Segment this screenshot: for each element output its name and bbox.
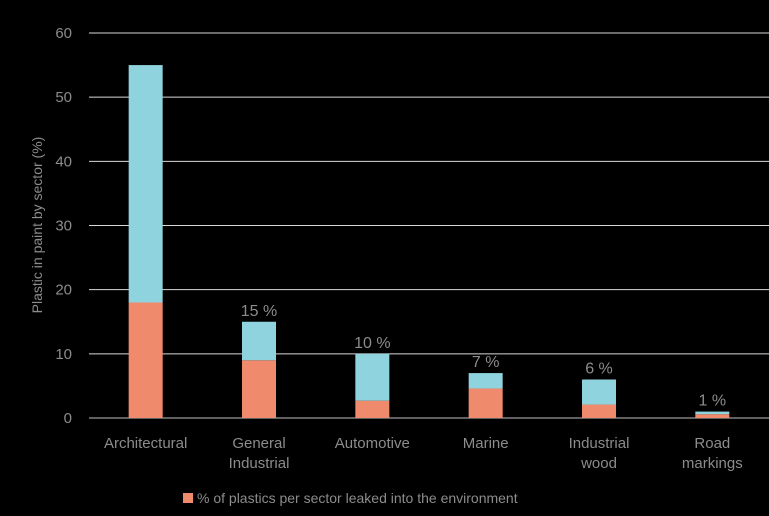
data-label: 1 % [699, 393, 727, 410]
bar-segment-leaked [128, 302, 163, 418]
y-tick-label: 40 [55, 153, 72, 170]
bars [128, 65, 730, 418]
bar-segment-remaining [582, 379, 616, 405]
data-label: 7 % [472, 354, 500, 371]
category-label: General Industrial [229, 435, 290, 472]
category-label-line: Architectural [104, 435, 187, 452]
bar-segment-leaked [468, 388, 503, 418]
category-label-line: Industrial [229, 455, 290, 472]
category-label: Marine [463, 435, 509, 452]
category-label-line: wood [580, 455, 617, 472]
category-labels: Architectural General Industrial Automotive… [104, 435, 743, 472]
y-tick-label: 30 [55, 218, 72, 235]
category-label-line: Marine [463, 435, 509, 452]
data-label: 10 % [354, 335, 390, 352]
bar-segment-leaked [355, 400, 390, 418]
y-tick-label: 50 [55, 89, 72, 106]
bar-segment-leaked [695, 414, 730, 418]
y-tick-label: 20 [55, 282, 72, 299]
category-label-line: Industrial [569, 435, 630, 452]
legend-swatch [183, 493, 193, 503]
category-label-line: General [232, 435, 285, 452]
data-label: 15 % [241, 303, 277, 320]
y-tick-labels: 0 10 20 30 40 50 60 [55, 25, 72, 427]
gridlines [89, 32, 769, 419]
y-tick-label: 60 [55, 25, 72, 42]
category-label-line: Road [694, 435, 730, 452]
category-label: Architectural [104, 435, 187, 452]
bar-segment-remaining [695, 411, 730, 415]
y-tick-label: 10 [55, 346, 72, 363]
category-label: Automotive [335, 435, 410, 452]
bar-segment-remaining [128, 65, 163, 303]
bar-segment-remaining [355, 353, 390, 401]
y-axis-label: Plastic in paint by sector (%) [29, 137, 45, 314]
legend-label: % of plastics per sector leaked into the… [197, 490, 518, 506]
category-label-line: markings [682, 455, 743, 472]
data-labels: 15 % 10 % 7 % 6 % 1 % [241, 303, 726, 410]
category-label-line: Automotive [335, 435, 410, 452]
legend: % of plastics per sector leaked into the… [183, 490, 518, 506]
category-label: Road markings [682, 435, 743, 472]
bar-segment-remaining [468, 373, 503, 389]
bar-segment-leaked [582, 404, 616, 418]
bar-segment-remaining [242, 321, 276, 361]
category-label: Industrial wood [569, 435, 630, 472]
y-tick-label: 0 [64, 410, 72, 427]
data-label: 6 % [585, 361, 613, 378]
bar-segment-leaked [242, 360, 276, 418]
